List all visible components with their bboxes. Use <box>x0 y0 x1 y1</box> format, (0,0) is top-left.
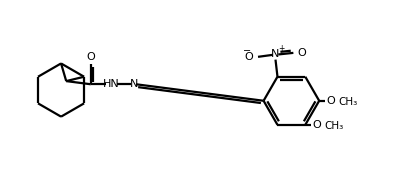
Text: HN: HN <box>103 79 120 89</box>
Text: O: O <box>87 52 95 62</box>
Text: O: O <box>312 120 321 130</box>
Text: CH₃: CH₃ <box>324 121 344 131</box>
Text: O: O <box>244 52 253 62</box>
Text: N: N <box>272 49 280 59</box>
Text: CH₃: CH₃ <box>338 97 358 107</box>
Text: −: − <box>243 46 251 56</box>
Text: N: N <box>129 79 138 89</box>
Text: +: + <box>278 44 285 53</box>
Text: O: O <box>326 96 335 106</box>
Text: O: O <box>297 48 306 58</box>
